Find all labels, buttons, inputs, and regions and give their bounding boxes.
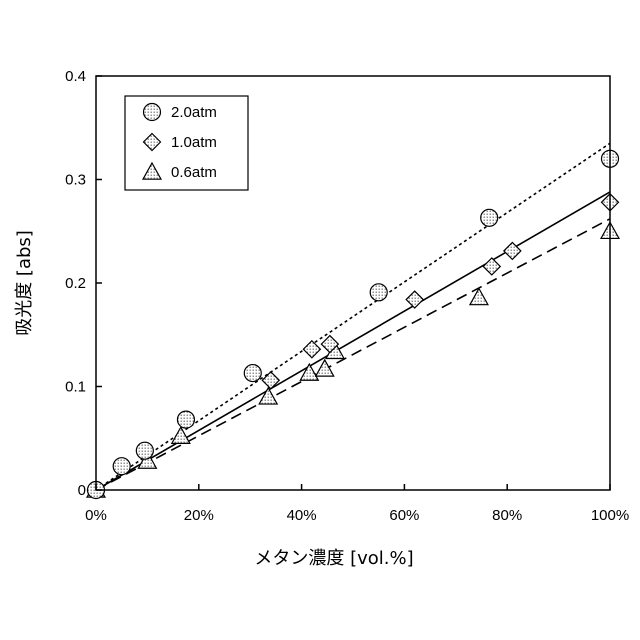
x-tick-label: 0% xyxy=(85,507,107,524)
data-point-0.6atm xyxy=(314,358,335,377)
data-point-2.0atm xyxy=(135,441,154,460)
data-point-2.0atm xyxy=(480,208,499,227)
data-point-0.6atm xyxy=(137,450,158,469)
data-point-0.6atm xyxy=(170,425,191,444)
legend-label: 2.0atm xyxy=(171,104,217,121)
data-point-1.0atm xyxy=(502,241,522,261)
data-point-1.0atm xyxy=(405,290,425,309)
data-point-2.0atm xyxy=(369,283,388,302)
legend-marker-1.0atm xyxy=(142,132,162,152)
data-point-2.0atm xyxy=(243,363,262,383)
y-tick-label: 0.3 xyxy=(65,172,86,189)
legend-label: 1.0atm xyxy=(171,134,217,151)
fit-line-2.0atm xyxy=(95,142,611,491)
fit-line-1.0atm xyxy=(95,191,611,491)
x-axis-title: メタン濃度 [vol.%] xyxy=(254,548,413,569)
y-tick-label: 0 xyxy=(78,482,86,499)
x-tick-label: 20% xyxy=(184,507,214,524)
data-point-0.6atm xyxy=(299,362,320,381)
data-point-1.0atm xyxy=(482,257,502,276)
y-axis-title: 吸光度 [abs] xyxy=(14,230,35,336)
y-tick-label: 0.1 xyxy=(65,379,86,396)
legend-marker-0.6atm xyxy=(141,161,163,180)
legend-label: 0.6atm xyxy=(171,164,217,181)
data-point-0.6atm xyxy=(468,287,489,306)
data-point-0.6atm xyxy=(258,386,279,405)
y-tick-label: 0.4 xyxy=(65,68,86,85)
data-point-1.0atm xyxy=(320,334,340,354)
data-point-2.0atm xyxy=(112,457,131,476)
x-tick-label: 60% xyxy=(389,507,419,524)
x-tick-label: 40% xyxy=(287,507,317,524)
data-point-1.0atm xyxy=(302,339,322,359)
data-point-2.0atm xyxy=(176,410,196,429)
data-point-1.0atm xyxy=(261,370,281,390)
x-tick-label: 100% xyxy=(591,507,629,524)
x-tick-label: 80% xyxy=(492,507,522,524)
legend-marker-2.0atm xyxy=(142,102,162,122)
y-tick-label: 0.2 xyxy=(65,275,86,292)
fit-line-0.6atm xyxy=(95,218,611,491)
